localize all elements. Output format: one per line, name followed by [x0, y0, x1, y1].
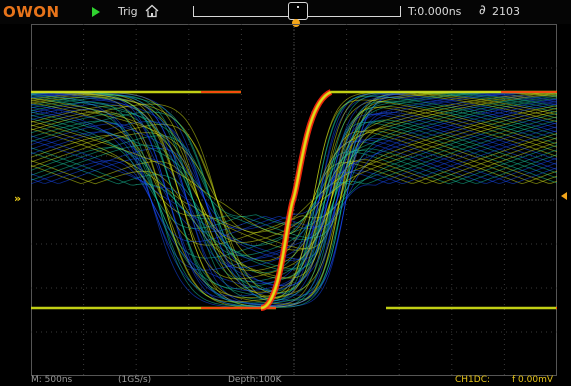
capture-counter-icon: ∂: [479, 3, 486, 18]
persistence-trace: [31, 103, 557, 230]
bottom-status-bar: M: 500ns (1GS/s) Depth:100K CH1DC: f 0.0…: [0, 375, 571, 386]
persistence-trace: [31, 93, 557, 236]
sample-rate-readout: (1GS/s): [118, 375, 152, 385]
persistence-trace: [31, 102, 557, 246]
capture-count: 2103: [492, 5, 520, 18]
persistence-trace: [31, 93, 557, 301]
trigger-level-readout: f 0.00mV: [512, 375, 553, 385]
persistence-trace: [31, 97, 557, 225]
persistence-trace: [31, 91, 557, 269]
persistence-trace: [31, 94, 557, 256]
persistence-waveform: [31, 89, 557, 311]
horizontal-offset-readout: T:0.000ns: [408, 5, 462, 18]
memory-view-window[interactable]: [288, 2, 308, 20]
persistence-trace: [31, 92, 557, 251]
persistence-trace: [31, 98, 557, 243]
run-play-icon[interactable]: [92, 7, 100, 17]
persistence-trace: [31, 108, 557, 308]
persistence-trace: [31, 101, 557, 306]
brand-logo: OWON: [3, 3, 60, 21]
timebase-readout[interactable]: M: 500ns: [31, 375, 73, 385]
persistence-trace: [31, 91, 557, 289]
home-icon[interactable]: [145, 4, 159, 18]
memory-depth-readout[interactable]: Depth:100K: [228, 375, 282, 385]
persistence-trace: [31, 92, 557, 295]
persistence-trace: [31, 91, 557, 261]
status-bar: OWON Trig T:0.000ns ∂ 2103: [0, 0, 571, 27]
channel1-level-marker[interactable]: »: [14, 192, 22, 205]
persistence-trace: [31, 96, 557, 303]
trigger-position-marker[interactable]: [292, 19, 300, 27]
trigger-level-marker[interactable]: [561, 192, 567, 200]
trigger-status-label[interactable]: Trig: [118, 5, 138, 18]
waveform-graticule: [31, 24, 557, 376]
persistence-trace: [31, 91, 557, 280]
persistence-trace: [31, 92, 557, 298]
persistence-trace: [31, 91, 557, 293]
persistence-trace: [31, 93, 557, 271]
edge-transition: [260, 91, 332, 309]
channel1-coupling-readout[interactable]: CH1DC:: [455, 375, 491, 385]
